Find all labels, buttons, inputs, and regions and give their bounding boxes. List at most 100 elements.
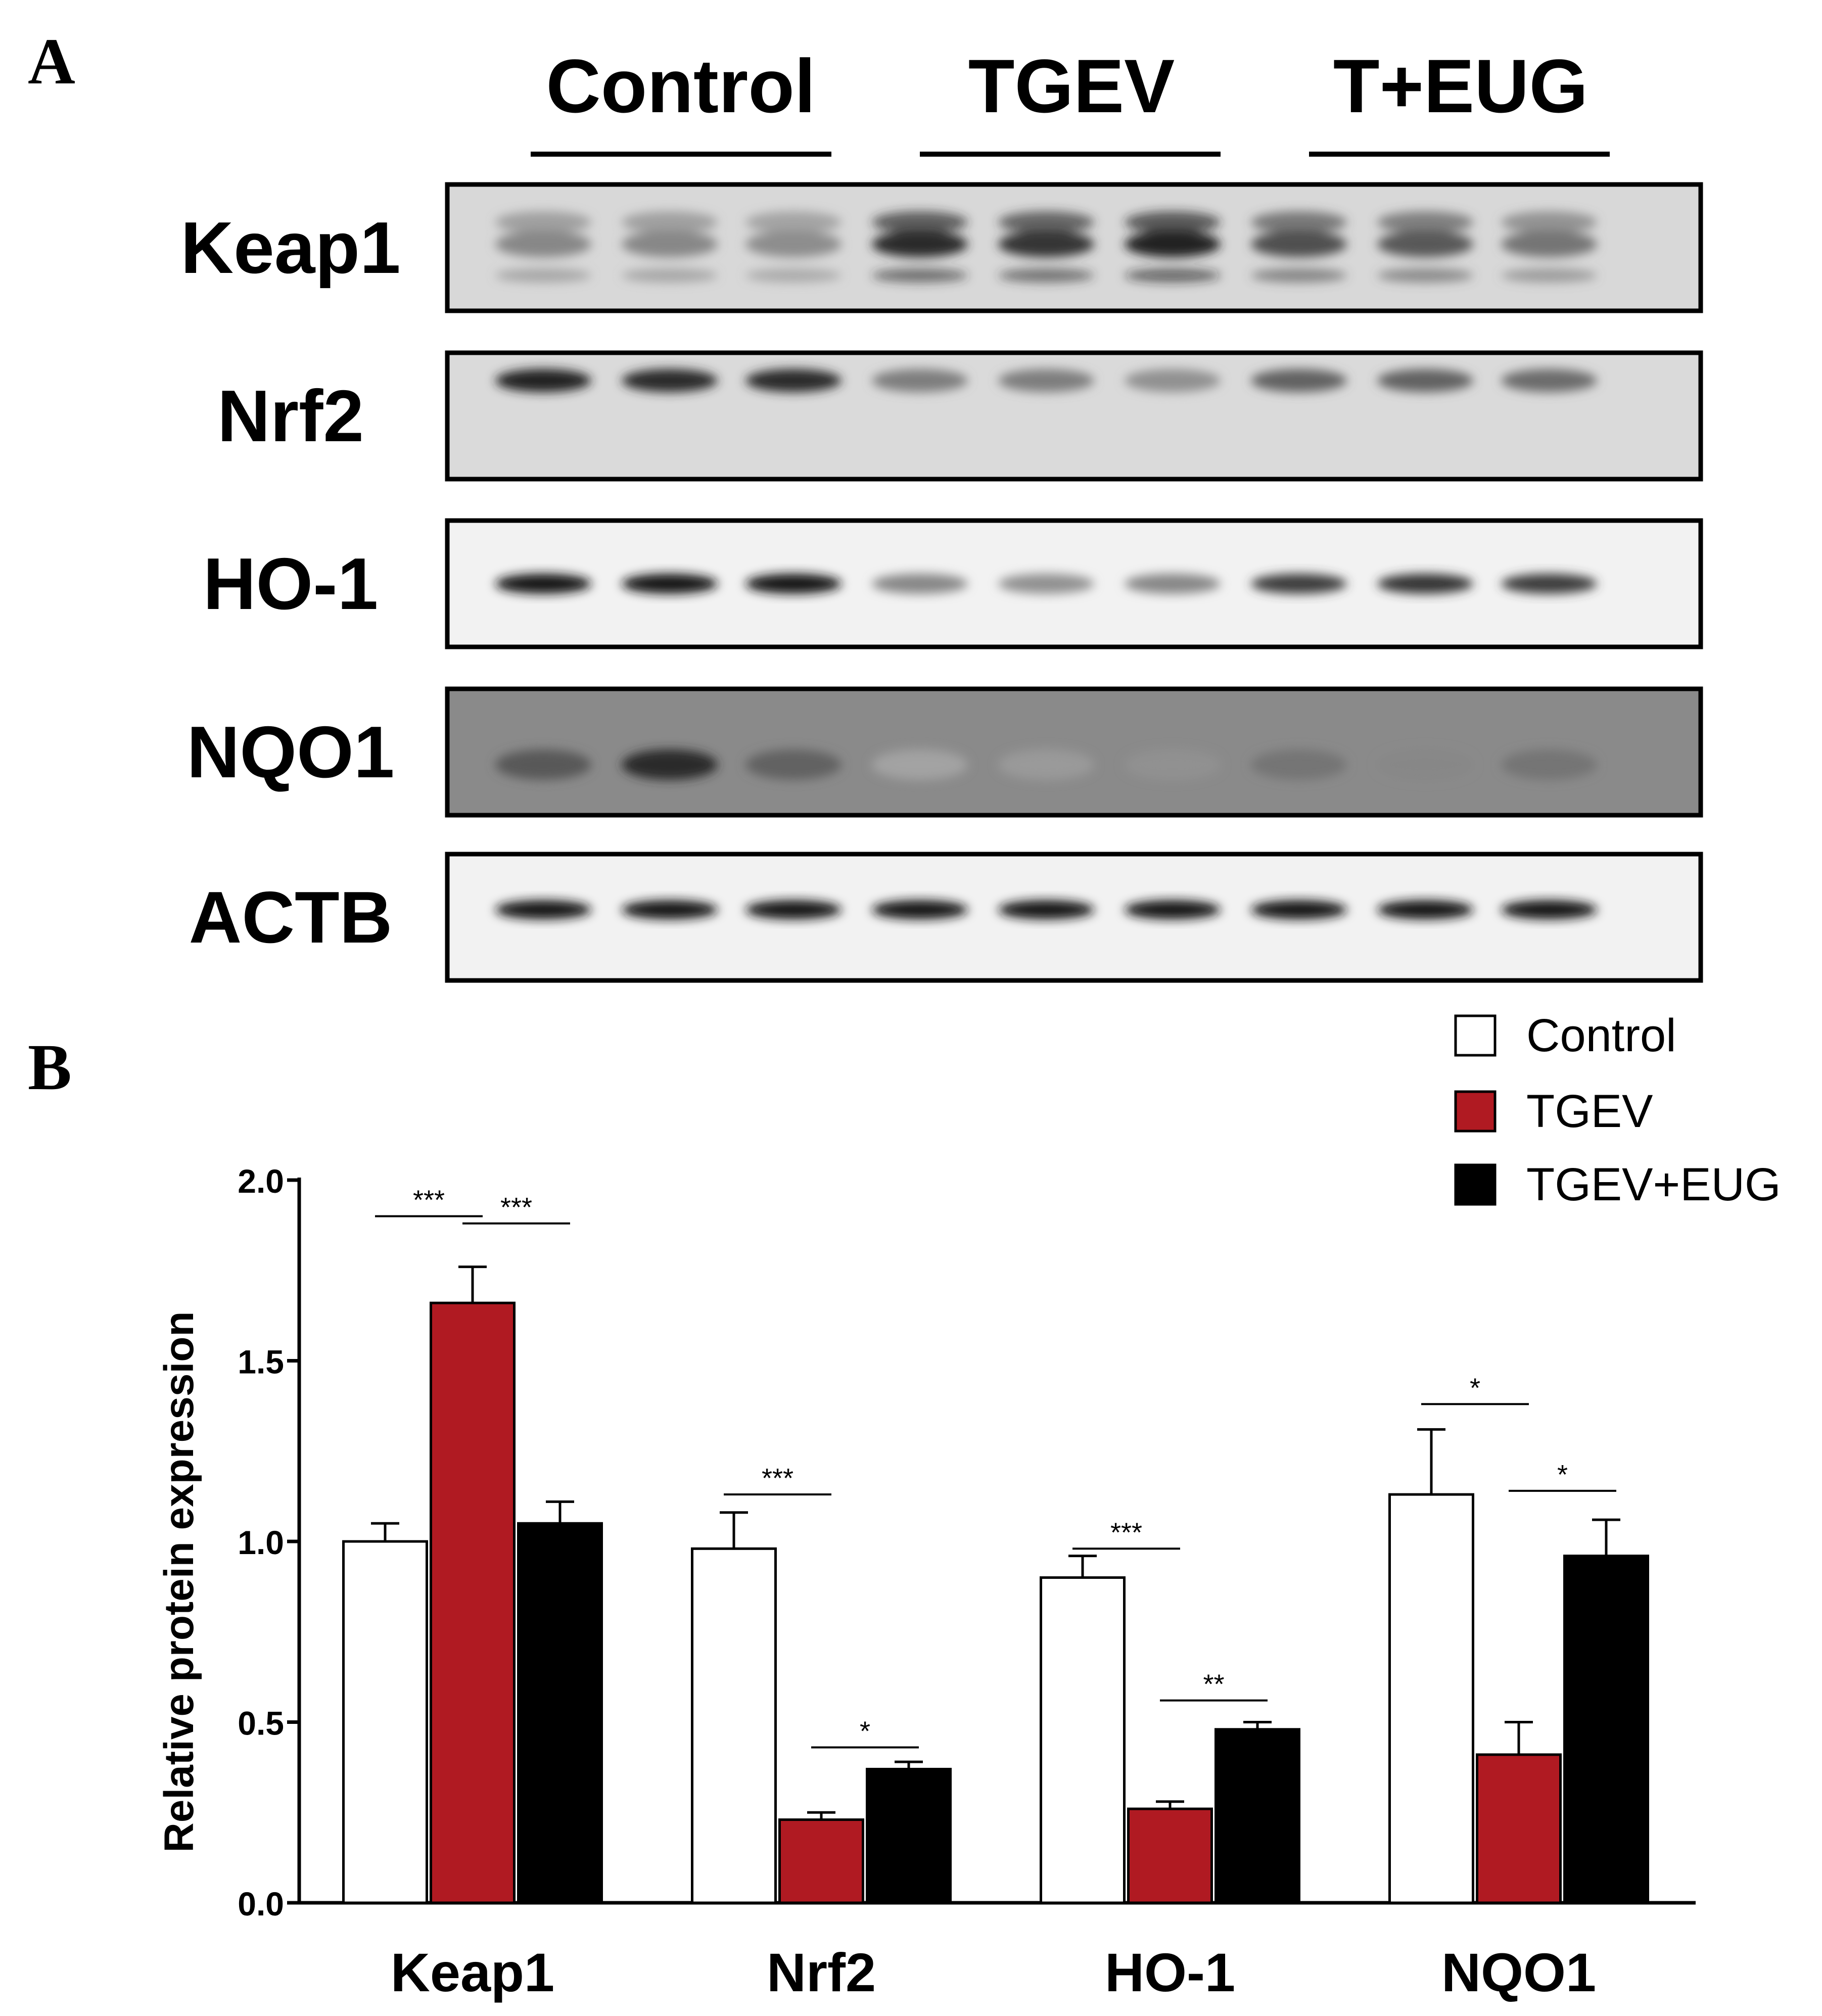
panel-b-letter: B bbox=[28, 1031, 72, 1104]
blot-band bbox=[872, 268, 968, 283]
blot-row-label: Keap1 bbox=[180, 207, 400, 289]
y-tick-label: 2.0 bbox=[238, 1162, 284, 1200]
blot-band bbox=[1501, 574, 1597, 594]
blot-band bbox=[998, 574, 1094, 594]
bar bbox=[1563, 1555, 1649, 1904]
blot-band bbox=[1251, 574, 1347, 594]
blot-band bbox=[1251, 369, 1347, 392]
blot-bands bbox=[495, 369, 1597, 392]
blot-band bbox=[1377, 574, 1473, 594]
blot-band bbox=[622, 211, 718, 233]
blot-band bbox=[622, 574, 718, 594]
group-label-tgev: TGEV bbox=[968, 43, 1175, 128]
blot-band bbox=[745, 211, 842, 233]
blot-band bbox=[872, 749, 968, 780]
blot-band bbox=[1377, 268, 1473, 283]
blot-band bbox=[1377, 211, 1473, 233]
significance-label: *** bbox=[1110, 1517, 1142, 1548]
blot-row-label: HO-1 bbox=[203, 543, 378, 625]
blot-band bbox=[872, 231, 968, 257]
y-tick-label: 1.5 bbox=[238, 1343, 284, 1381]
blot-bands bbox=[495, 749, 1597, 780]
blot-row-keap1: Keap1 bbox=[180, 182, 1703, 313]
blot-band bbox=[622, 268, 718, 283]
blot-group-headers: Control TGEV T+EUG bbox=[531, 43, 1610, 157]
blot-band bbox=[495, 268, 591, 283]
legend: Control TGEV TGEV+EUG bbox=[1454, 1010, 1781, 1210]
bar bbox=[517, 1522, 603, 1904]
blot-band bbox=[1501, 211, 1597, 233]
blot-band bbox=[745, 369, 842, 392]
blot-band bbox=[872, 900, 968, 919]
blot-band bbox=[1125, 749, 1221, 780]
blot-band bbox=[1377, 231, 1473, 257]
panel-a-letter: A bbox=[28, 25, 75, 98]
blot-band bbox=[745, 749, 842, 780]
blot-band bbox=[745, 231, 842, 257]
group-label-teug: T+EUG bbox=[1333, 43, 1588, 128]
blot-band bbox=[495, 231, 591, 257]
blot-band bbox=[495, 749, 591, 780]
blot-band bbox=[1377, 900, 1473, 919]
blot-band bbox=[998, 268, 1094, 283]
blot-band bbox=[1125, 900, 1221, 919]
significance-label: ** bbox=[1203, 1669, 1224, 1700]
blot-row-ho1: HO-1 bbox=[203, 518, 1703, 649]
blot-band bbox=[998, 211, 1094, 233]
blot-band bbox=[495, 211, 591, 233]
x-category-label: HO-1 bbox=[1105, 1942, 1235, 2003]
bar bbox=[1040, 1576, 1126, 1904]
blot-row-label: NQO1 bbox=[187, 711, 395, 793]
bar bbox=[1388, 1493, 1474, 1904]
legend-swatch bbox=[1454, 1014, 1497, 1057]
significance-label: * bbox=[1470, 1373, 1480, 1403]
bar bbox=[1214, 1728, 1300, 1904]
blot-band bbox=[1501, 231, 1597, 257]
blot-band bbox=[1501, 268, 1597, 283]
blot-band bbox=[998, 900, 1094, 919]
blot-band bbox=[872, 369, 968, 392]
blot-row-label: ACTB bbox=[189, 876, 393, 958]
group-label-control: Control bbox=[546, 43, 815, 128]
significance-label: *** bbox=[762, 1463, 793, 1493]
blot-bands bbox=[495, 900, 1597, 919]
blot-row-nqo1: NQO1 bbox=[187, 686, 1703, 818]
blot-band bbox=[622, 231, 718, 257]
blot-band bbox=[1251, 749, 1347, 780]
legend-swatch bbox=[1454, 1163, 1497, 1206]
blot-band bbox=[495, 574, 591, 594]
blot-band bbox=[745, 900, 842, 919]
blot-band bbox=[1251, 211, 1347, 233]
x-category-label: Keap1 bbox=[391, 1942, 554, 2003]
blot-band bbox=[1501, 749, 1597, 780]
blot-band bbox=[998, 369, 1094, 392]
blot-band bbox=[1377, 749, 1473, 780]
legend-label: TGEV+EUG bbox=[1526, 1159, 1781, 1210]
y-tick-label: 0.0 bbox=[238, 1885, 284, 1923]
legend-label: Control bbox=[1526, 1010, 1676, 1061]
blot-band bbox=[998, 749, 1094, 780]
blot-band bbox=[1125, 574, 1221, 594]
bar bbox=[778, 1818, 864, 1904]
blot-band bbox=[1125, 211, 1221, 233]
bar bbox=[1127, 1807, 1213, 1904]
blot-band bbox=[1377, 369, 1473, 392]
blot-band bbox=[1501, 900, 1597, 919]
bar bbox=[866, 1767, 952, 1904]
blot-row-actb: ACTB bbox=[189, 852, 1703, 983]
x-category-label: Nrf2 bbox=[767, 1942, 876, 2003]
bar bbox=[691, 1547, 777, 1904]
significance-label: *** bbox=[413, 1185, 445, 1215]
x-category-label: NQO1 bbox=[1441, 1942, 1596, 2003]
blot-band bbox=[998, 231, 1094, 257]
blot-bands bbox=[495, 211, 1597, 283]
legend-swatch bbox=[1454, 1090, 1497, 1133]
bar bbox=[342, 1540, 428, 1904]
blot-band bbox=[872, 211, 968, 233]
blot-row-label: Nrf2 bbox=[217, 375, 364, 457]
bar bbox=[1476, 1753, 1562, 1904]
blot-band bbox=[1251, 268, 1347, 283]
y-axis-label: Relative protein expression bbox=[156, 1311, 202, 1853]
